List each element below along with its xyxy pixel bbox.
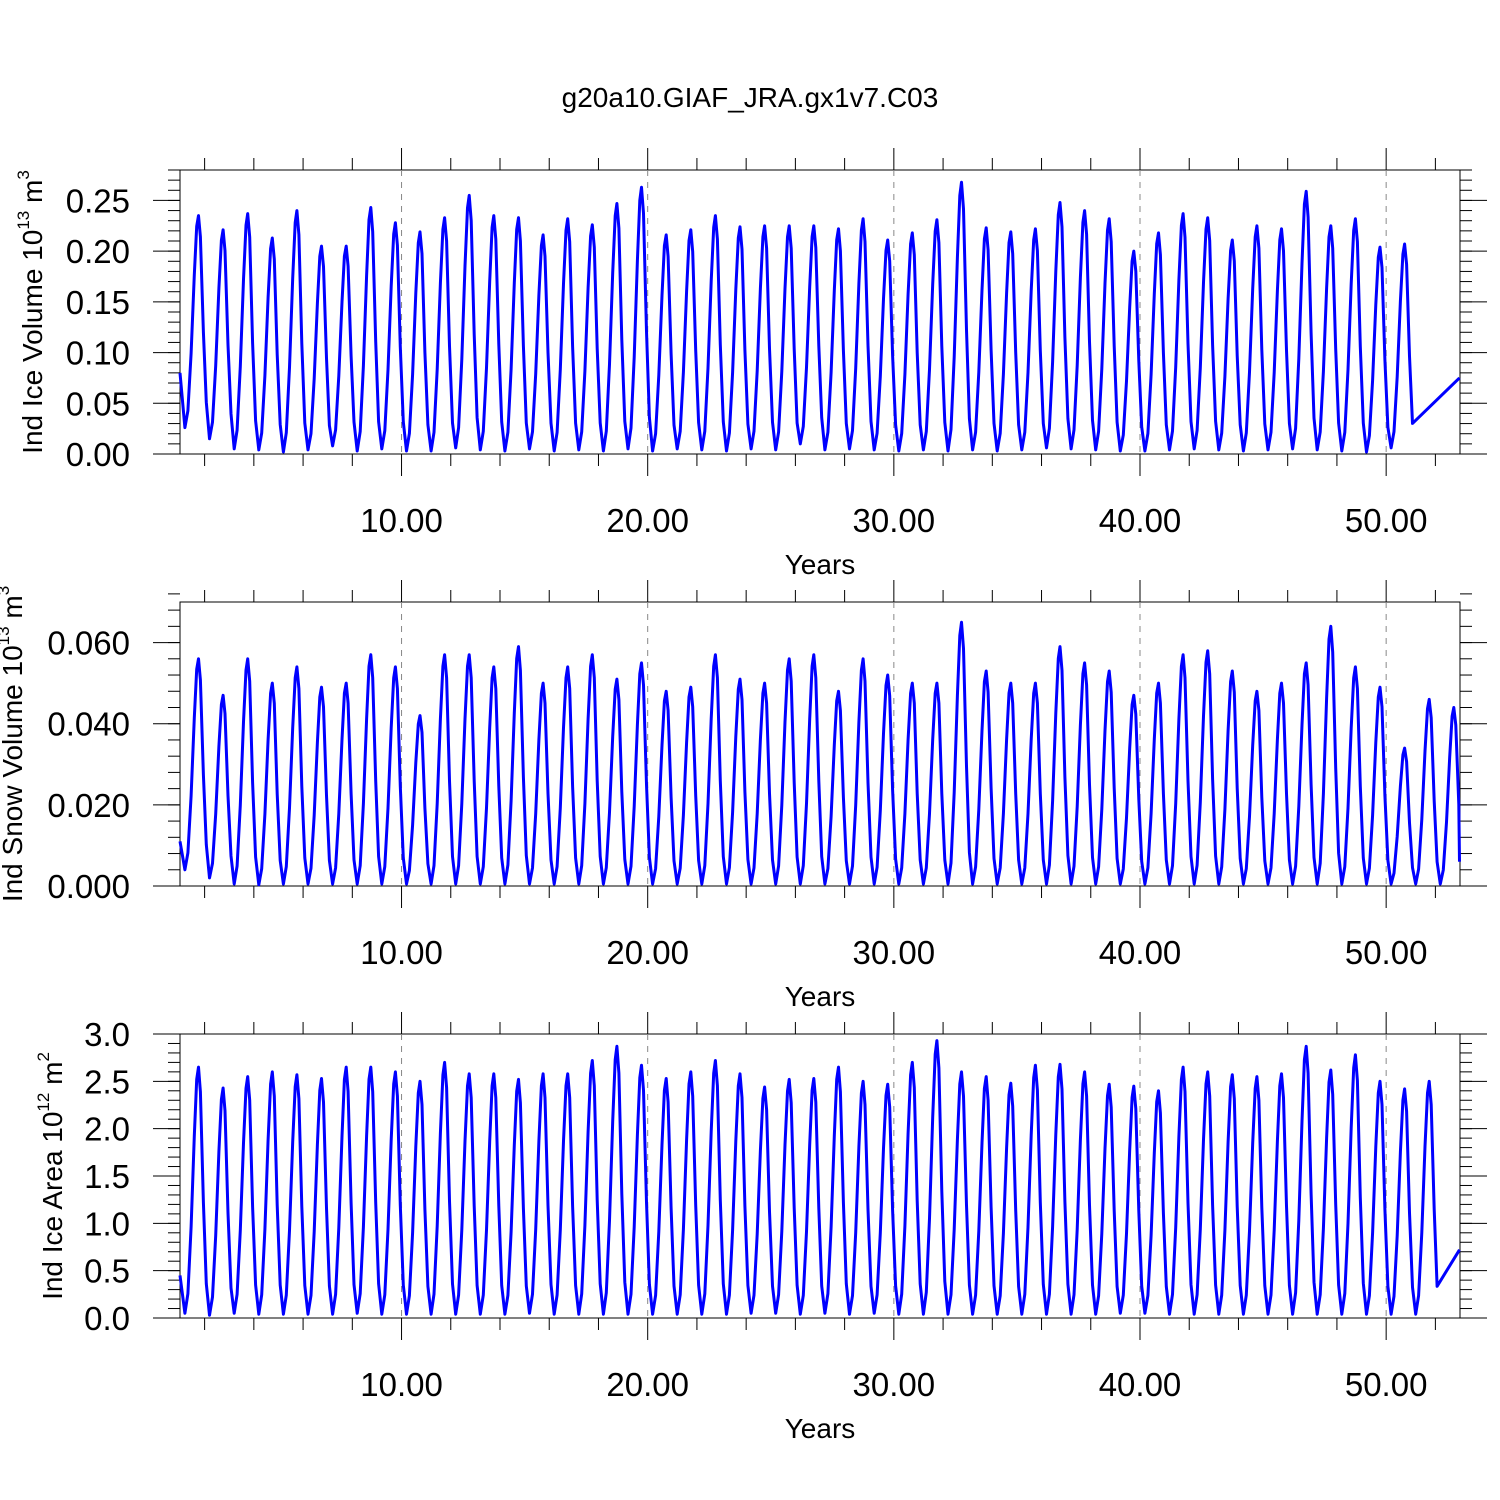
x-tick-label: 50.00 xyxy=(1345,1366,1428,1403)
x-tick-label: 30.00 xyxy=(853,934,936,971)
x-tick-labels: 10.00 20.00 30.00 40.00 50.00 xyxy=(360,934,1427,971)
axis-ticks xyxy=(153,580,1487,908)
y-tick-label: 0.000 xyxy=(47,868,130,905)
x-tick-labels: 10.00 20.00 30.00 40.00 50.00 xyxy=(360,1366,1427,1403)
y-axis-title-prefix: Ind Ice Area 10 xyxy=(37,1112,68,1300)
y-tick-labels: 0.0 0.5 1.0 1.5 2.0 2.5 3.0 xyxy=(84,1016,130,1337)
x-tick-label: 50.00 xyxy=(1345,934,1428,971)
plot-frame xyxy=(179,601,1461,887)
y-tick-labels: 0.00 0.05 0.10 0.15 0.20 0.25 xyxy=(66,182,130,473)
y-tick-label: 0.10 xyxy=(66,335,130,372)
panel-ice-area: 0.0 0.5 1.0 1.5 2.0 2.5 3.0 10.00 20.00 30.00 40.… xyxy=(34,1012,1487,1444)
y-axis-title: Ind Ice Volume 1013 m3 xyxy=(14,170,48,454)
y-tick-label: 2.5 xyxy=(84,1063,130,1100)
y-axis-title-unit: m xyxy=(0,595,28,626)
y-axis-title-unit-exp: 3 xyxy=(0,586,13,595)
x-tick-label: 20.00 xyxy=(606,934,689,971)
ice-area-line xyxy=(178,1039,1461,1317)
x-axis-title: Years xyxy=(785,981,856,1012)
x-tick-label: 20.00 xyxy=(606,1366,689,1403)
axis-ticks xyxy=(153,148,1487,476)
y-tick-label: 0.05 xyxy=(66,385,130,422)
x-tick-labels: 10.00 20.00 30.00 40.00 50.00 xyxy=(360,502,1427,539)
x-tick-label: 40.00 xyxy=(1099,502,1182,539)
chart-title: g20a10.GIAF_JRA.gx1v7.C03 xyxy=(562,82,939,113)
x-tick-label: 10.00 xyxy=(360,1366,443,1403)
x-tick-label: 50.00 xyxy=(1345,502,1428,539)
y-tick-label: 1.0 xyxy=(84,1205,130,1242)
y-axis-title-unit: m xyxy=(37,1062,68,1093)
ice-volume-line xyxy=(178,180,1461,454)
y-axis-title-unit: m xyxy=(17,180,48,211)
panel-snow-volume: 0.000 0.020 0.040 0.060 10.00 20.00 30.00 40.0… xyxy=(0,580,1487,1012)
x-axis-title: Years xyxy=(785,1413,856,1444)
y-tick-label: 0.00 xyxy=(66,436,130,473)
snow-volume-line xyxy=(178,620,1461,887)
y-tick-label: 1.5 xyxy=(84,1158,130,1195)
y-tick-label: 3.0 xyxy=(84,1016,130,1053)
y-tick-label: 0.020 xyxy=(47,787,130,824)
x-axis-title: Years xyxy=(785,549,856,580)
y-tick-label: 0.25 xyxy=(66,182,130,219)
y-tick-label: 0.5 xyxy=(84,1253,130,1290)
x-tick-label: 10.00 xyxy=(360,502,443,539)
y-axis-title-exp: 13 xyxy=(14,211,33,230)
y-axis-title-prefix: Ind Snow Volume 10 xyxy=(0,645,28,902)
y-tick-label: 0.0 xyxy=(84,1300,130,1337)
x-tick-label: 10.00 xyxy=(360,934,443,971)
panel-ice-volume: 0.000.050.100.150.200.25 10.00 20.00 30.00… xyxy=(14,148,1487,580)
y-tick-label: 0.15 xyxy=(66,284,130,321)
y-tick-label: 0.060 xyxy=(47,625,130,662)
y-axis-title-exp: 13 xyxy=(0,626,13,645)
y-axis-title-exp: 12 xyxy=(34,1093,53,1112)
y-tick-label: 0.20 xyxy=(66,233,130,270)
y-axis-title: Ind Snow Volume 1013 m3 xyxy=(0,586,28,902)
y-axis-title-unit-exp: 2 xyxy=(34,1052,53,1061)
y-tick-label: 0.040 xyxy=(47,706,130,743)
x-tick-label: 30.00 xyxy=(853,1366,936,1403)
y-axis-title: Ind Ice Area 1012 m2 xyxy=(34,1052,68,1300)
x-tick-label: 30.00 xyxy=(853,502,936,539)
axis-ticks xyxy=(153,1012,1487,1340)
y-axis-title-prefix: Ind Ice Volume 10 xyxy=(17,230,48,454)
x-tick-label: 40.00 xyxy=(1099,934,1182,971)
x-tick-label: 20.00 xyxy=(606,502,689,539)
y-axis-title-unit-exp: 3 xyxy=(14,170,33,179)
y-tick-labels: 0.000 0.020 0.040 0.060 xyxy=(47,625,130,905)
x-tick-label: 40.00 xyxy=(1099,1366,1182,1403)
y-tick-label: 2.0 xyxy=(84,1111,130,1148)
